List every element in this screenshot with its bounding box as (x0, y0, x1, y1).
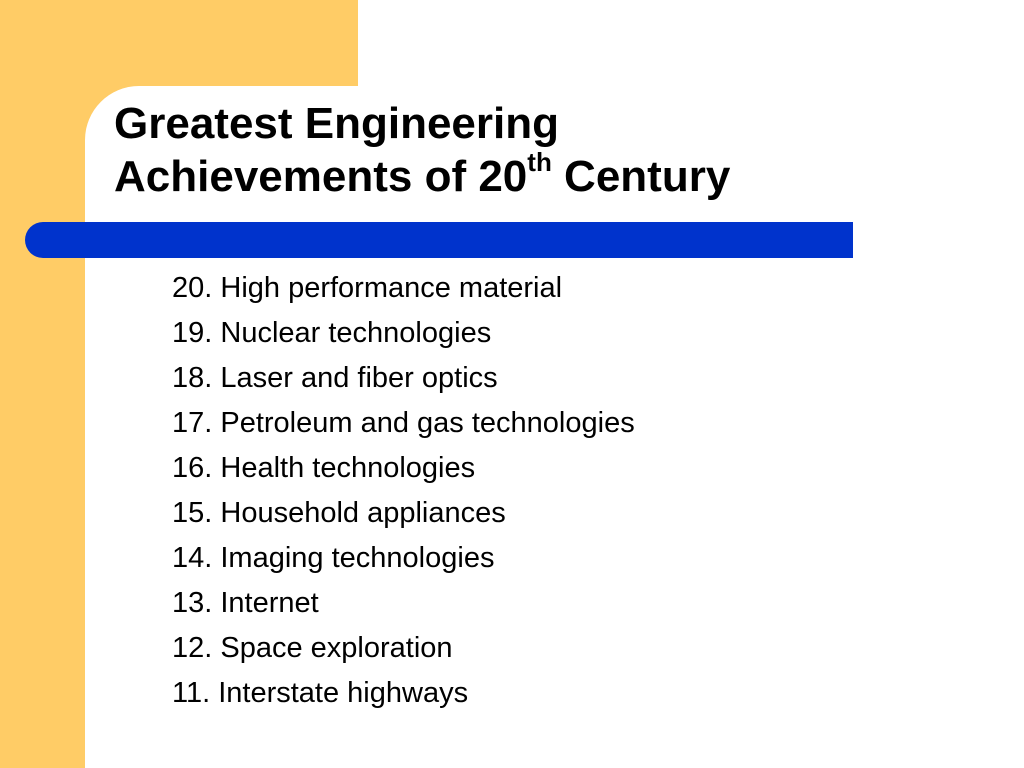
title-line-1: Greatest Engineering (114, 99, 560, 148)
achievements-list: 20. High performance material 19. Nuclea… (172, 266, 635, 716)
list-item: 14. Imaging technologies (172, 542, 495, 574)
list-item: 19. Nuclear technologies (172, 317, 492, 349)
title-superscript: th (527, 147, 552, 178)
list-item: 11. Interstate highways (172, 677, 469, 709)
slide-title: Greatest Engineering Achievements of 20t… (114, 97, 730, 203)
list-item: 16. Health technologies (172, 452, 476, 484)
title-line-2-suffix: Century (551, 152, 731, 201)
list-item: 15. Household appliances (172, 497, 506, 529)
blue-divider-bar (25, 222, 853, 258)
content-panel (85, 86, 1024, 768)
list-item: 17. Petroleum and gas technologies (172, 407, 635, 439)
list-item: 13. Internet (172, 587, 319, 619)
list-item: 20. High performance material (172, 272, 563, 304)
list-item: 12. Space exploration (172, 632, 453, 664)
list-item: 18. Laser and fiber optics (172, 362, 498, 394)
title-line-2-prefix: Achievements of 20 (114, 152, 528, 201)
